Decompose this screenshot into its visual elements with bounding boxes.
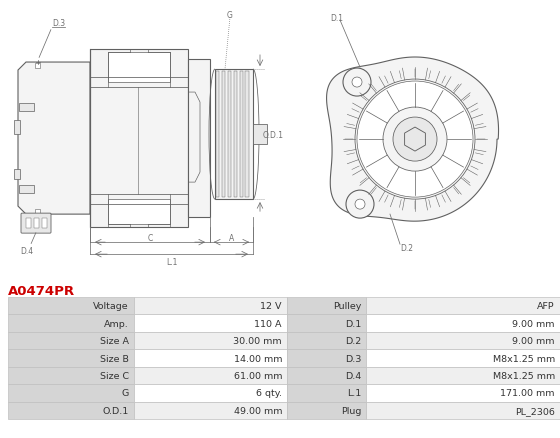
Bar	[366, 350, 560, 367]
Text: D.2: D.2	[400, 243, 413, 252]
Text: Size B: Size B	[100, 354, 129, 363]
Text: AFP: AFP	[538, 301, 555, 311]
Bar	[287, 297, 366, 315]
Text: Size C: Size C	[100, 371, 129, 380]
Text: L.1: L.1	[347, 389, 361, 397]
Text: Size A: Size A	[100, 336, 129, 345]
Text: A0474PR: A0474PR	[8, 285, 75, 298]
Bar	[35, 210, 40, 215]
Bar	[366, 367, 560, 384]
Bar	[287, 384, 366, 402]
Bar	[287, 350, 366, 367]
Circle shape	[346, 191, 374, 219]
Bar	[134, 315, 287, 332]
Circle shape	[343, 69, 371, 97]
Bar	[134, 384, 287, 402]
Bar	[108, 53, 170, 83]
Bar	[188, 60, 210, 218]
Text: PL_2306: PL_2306	[515, 406, 555, 415]
Bar	[366, 384, 560, 402]
Bar	[14, 121, 20, 135]
Text: 110 A: 110 A	[254, 319, 282, 328]
Text: G: G	[227, 11, 233, 19]
Bar	[8, 332, 134, 350]
Text: O.D.1: O.D.1	[102, 406, 129, 415]
Bar	[8, 315, 134, 332]
Text: G: G	[122, 389, 129, 397]
Circle shape	[393, 118, 437, 162]
Polygon shape	[405, 128, 426, 152]
Text: Plug: Plug	[340, 406, 361, 415]
Bar	[8, 384, 134, 402]
Bar	[34, 219, 39, 229]
Text: M8x1.25 mm: M8x1.25 mm	[493, 354, 555, 363]
Text: 9.00 mm: 9.00 mm	[512, 319, 555, 328]
Bar	[366, 297, 560, 315]
Text: D.3: D.3	[344, 354, 361, 363]
Text: D.2: D.2	[345, 336, 361, 345]
Bar	[42, 219, 47, 229]
Text: M8x1.25 mm: M8x1.25 mm	[493, 371, 555, 380]
Text: 14.00 mm: 14.00 mm	[234, 354, 282, 363]
Bar	[366, 402, 560, 419]
FancyBboxPatch shape	[21, 214, 51, 233]
Bar	[228, 72, 231, 198]
Bar	[19, 104, 34, 112]
Polygon shape	[326, 58, 498, 222]
Text: 9.00 mm: 9.00 mm	[512, 336, 555, 345]
Bar	[90, 50, 188, 228]
Bar	[14, 170, 20, 180]
Bar	[215, 70, 253, 200]
Bar	[8, 367, 134, 384]
Polygon shape	[18, 63, 90, 215]
Bar	[8, 297, 134, 315]
Text: A: A	[229, 233, 234, 242]
Circle shape	[355, 80, 475, 200]
Circle shape	[352, 78, 362, 88]
Bar	[287, 332, 366, 350]
Bar	[234, 72, 237, 198]
Bar	[19, 186, 34, 194]
Bar	[8, 350, 134, 367]
Text: 30.00 mm: 30.00 mm	[234, 336, 282, 345]
Bar	[108, 200, 170, 225]
Text: 171.00 mm: 171.00 mm	[501, 389, 555, 397]
Text: 61.00 mm: 61.00 mm	[234, 371, 282, 380]
Text: D.1: D.1	[345, 319, 361, 328]
Bar	[287, 402, 366, 419]
Text: C: C	[147, 233, 153, 242]
Bar	[366, 332, 560, 350]
Circle shape	[383, 108, 447, 172]
Text: D.4: D.4	[20, 246, 33, 255]
Text: O.D.1: O.D.1	[263, 130, 284, 139]
Circle shape	[355, 200, 365, 210]
Bar	[240, 72, 243, 198]
Bar	[287, 315, 366, 332]
Bar	[134, 350, 287, 367]
Bar	[245, 72, 249, 198]
Text: D.3: D.3	[52, 18, 65, 28]
Text: Pulley: Pulley	[333, 301, 361, 311]
Bar	[366, 315, 560, 332]
Bar	[134, 297, 287, 315]
Bar	[134, 402, 287, 419]
Bar	[35, 64, 40, 69]
Bar	[253, 125, 267, 145]
Text: Amp.: Amp.	[104, 319, 129, 328]
Text: Voltage: Voltage	[94, 301, 129, 311]
Text: D.4: D.4	[345, 371, 361, 380]
Text: 6 qty.: 6 qty.	[256, 389, 282, 397]
Bar	[8, 402, 134, 419]
Bar	[222, 72, 225, 198]
Bar	[287, 367, 366, 384]
Bar	[134, 367, 287, 384]
Bar	[216, 72, 220, 198]
Text: D.1: D.1	[330, 14, 343, 22]
Text: 49.00 mm: 49.00 mm	[234, 406, 282, 415]
Circle shape	[357, 82, 473, 198]
Text: L.1: L.1	[166, 257, 177, 266]
Bar	[134, 332, 287, 350]
Text: 12 V: 12 V	[260, 301, 282, 311]
Bar	[26, 219, 31, 229]
